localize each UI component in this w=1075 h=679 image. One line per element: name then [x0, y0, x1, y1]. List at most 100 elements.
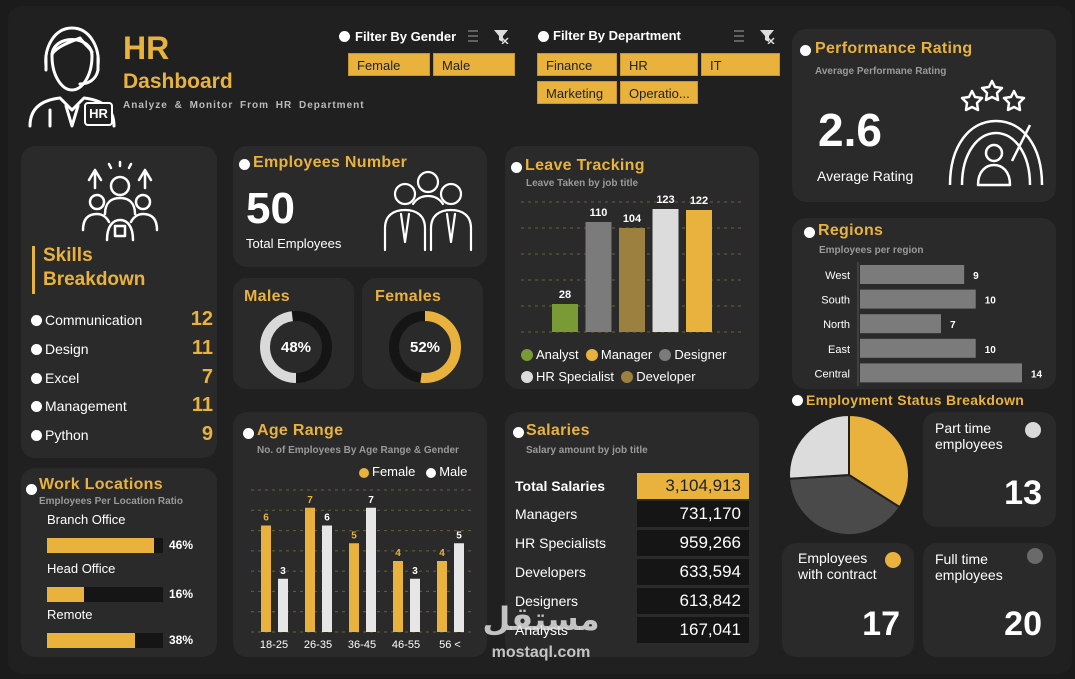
males-donut: [260, 311, 332, 383]
region-bar-label: 7: [950, 320, 956, 331]
leave-bar: [686, 210, 712, 332]
filter-dept-it[interactable]: IT: [701, 53, 780, 76]
legend-analyst: Analyst: [521, 347, 579, 362]
age-card: Age Range No. of Employees By Age Range …: [233, 412, 487, 657]
skill-row: Management 11: [31, 394, 213, 418]
filter-dept-hr[interactable]: HR: [620, 53, 698, 76]
salary-row: Developers 633,594: [515, 559, 749, 585]
females-percent: 52%: [409, 339, 441, 356]
age-bar-female: [349, 543, 359, 632]
leave-bar-label: 28: [559, 289, 571, 301]
age-category-label: 46-55: [392, 639, 420, 651]
age-bar-label: 7: [368, 495, 374, 506]
performance-subtitle: Average Performane Rating: [815, 66, 947, 77]
hr-badge: HR: [84, 102, 113, 126]
full-time-label: Full time employees: [935, 551, 1003, 583]
filter-gender-clear-icon[interactable]: [466, 28, 510, 45]
males-percent: 48%: [280, 339, 312, 356]
employees-card: Employees Number 50 Total Employees: [233, 146, 487, 267]
leave-bar: [552, 304, 578, 332]
males-title: Males: [244, 288, 290, 305]
salary-row: HR Specialists 959,266: [515, 530, 749, 556]
males-donut-arc: [260, 311, 332, 383]
work-locations-subtitle: Employees Per Location Ratio: [39, 496, 183, 507]
leave-title: Leave Tracking: [525, 157, 645, 174]
region-bar-label: 9: [973, 271, 979, 282]
full-time-card: Full time employees 20: [923, 543, 1056, 657]
performance-dot: [800, 45, 811, 56]
skill-row: Python 9: [31, 423, 213, 447]
filter-department-clear-icon[interactable]: [732, 28, 776, 45]
salary-label: Analysts: [515, 622, 568, 638]
filter-gender-female[interactable]: Female: [348, 53, 430, 76]
skill-row: Excel 7: [31, 366, 213, 390]
page-title-dashboard: Dashboard: [123, 70, 233, 93]
age-category-label: 36-45: [348, 639, 376, 651]
age-category-label: 26-35: [304, 639, 332, 651]
legend-manager: Manager: [585, 347, 652, 362]
age-bar-label: 3: [280, 566, 286, 577]
filter-gender-male[interactable]: Male: [433, 53, 515, 76]
page-subtitle: Analyze & Monitor From HR Department: [123, 100, 365, 111]
skills-title-1: Skills: [43, 245, 93, 266]
region-bar: [860, 338, 976, 358]
age-category-label: 18-25: [260, 639, 288, 651]
salaries-title: Salaries: [526, 422, 590, 439]
salaries-card: Salaries Salary amount by job title Tota…: [505, 412, 759, 657]
regions-subtitle: Employees per region: [819, 245, 924, 256]
age-bar-male: [454, 543, 464, 632]
full-time-value: 20: [1004, 605, 1042, 643]
region-label: North: [823, 319, 850, 331]
skill-value: 12: [190, 308, 213, 330]
leave-card: Leave Tracking Leave Taken by job title …: [505, 146, 759, 389]
location-bar-fill: [47, 587, 85, 602]
region-bar: [860, 265, 965, 284]
skills-team-icon: [79, 160, 161, 242]
salary-value: 613,842: [637, 588, 749, 614]
region-bar: [860, 314, 941, 334]
age-legend: Female Male: [359, 464, 467, 479]
skills-accent-bar: [32, 246, 35, 294]
location-bar-track: [47, 587, 163, 602]
skill-value: 9: [201, 423, 213, 445]
age-bar-male: [322, 525, 332, 632]
age-bar-male: [366, 507, 376, 632]
performance-value: 2.6: [818, 104, 882, 156]
age-bar-label: 5: [351, 530, 357, 541]
location-bar-fill: [47, 538, 154, 553]
part-time-label: Part time employees: [935, 420, 1003, 452]
salaries-subtitle: Salary amount by job title: [526, 445, 648, 456]
watermark-url: mostaql.com: [491, 644, 591, 661]
rating-gauge-icon: [942, 73, 1052, 191]
filter-dept-marketing[interactable]: Marketing: [537, 81, 617, 104]
females-card: Females 52%: [362, 278, 483, 389]
filter-gender-label: Filter By Gender: [355, 29, 457, 44]
location-percent: 46%: [169, 538, 194, 552]
filter-dept-operations[interactable]: Operatio...: [620, 81, 698, 104]
leave-bar-label: 110: [590, 207, 608, 219]
regions-card: Regions Employees per region West 9 South 1…: [792, 218, 1056, 389]
employment-pie: [788, 413, 910, 536]
filter-dept-finance[interactable]: Finance: [537, 53, 617, 76]
age-bar-male: [278, 578, 288, 632]
pie-slice-part-time: [788, 413, 850, 480]
age-subtitle: No. of Employees By Age Range & Gender: [257, 445, 459, 456]
salary-label: Managers: [515, 506, 578, 522]
employees-value: 50: [246, 184, 295, 233]
total-salaries-row: Total Salaries 3,104,913: [515, 473, 749, 499]
work-locations-card: Work Locations Employees Per Location Ra…: [21, 468, 217, 657]
regions-dot: [804, 227, 815, 238]
salary-label: HR Specialists: [515, 535, 607, 551]
performance-card: Performance Rating Average Performane Ra…: [792, 29, 1056, 202]
age-bar-label: 7: [307, 495, 313, 506]
legend-hr-specialist: HR Specialist: [521, 369, 614, 384]
leave-dot: [511, 162, 522, 173]
location-bar-fill: [47, 633, 136, 648]
legend-female: Female: [359, 464, 415, 479]
salary-value: 633,594: [637, 559, 749, 585]
leave-bar: [585, 222, 612, 332]
age-title: Age Range: [257, 422, 344, 439]
legend-developer: Developer: [621, 369, 696, 384]
location-label: Head Office: [47, 561, 116, 576]
employees-group-icon: [383, 164, 473, 254]
